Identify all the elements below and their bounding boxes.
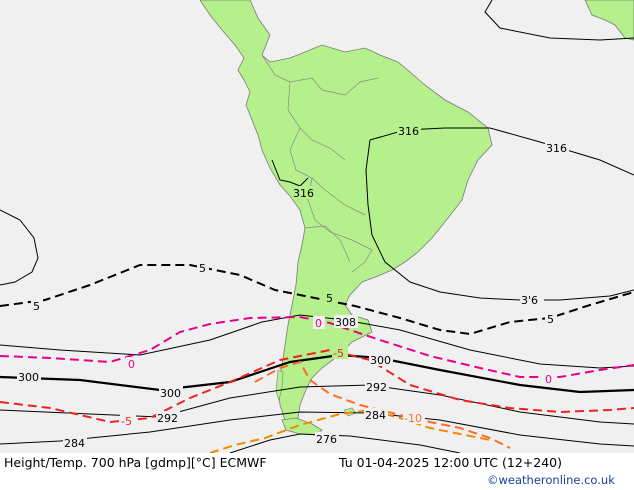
- label-bg: [159, 386, 183, 399]
- height-label: 316: [546, 142, 567, 155]
- temp-label: 0: [315, 317, 322, 330]
- temp-label: 0: [128, 358, 135, 371]
- map-footer: Height/Temp. 700 hPa [gdmp][°C] ECMWF Tu…: [0, 453, 634, 490]
- label-bg: [63, 436, 87, 449]
- temp-label: -10: [404, 412, 422, 425]
- label-bg: [545, 141, 569, 154]
- label-bg: [156, 411, 180, 424]
- land-areas: [199, 0, 634, 436]
- height-label: 316: [398, 125, 419, 138]
- border-line: [304, 225, 351, 263]
- valid-time: Tu 01-04-2025 12:00 UTC (12+240): [339, 455, 562, 470]
- label-bg: [315, 432, 339, 445]
- height-label: 3'6: [521, 294, 538, 307]
- temp-label: 0: [545, 373, 552, 386]
- label-bg: [397, 124, 421, 137]
- border-line: [351, 249, 373, 273]
- label-bg: [126, 357, 138, 370]
- height-label: 276: [316, 433, 337, 446]
- height-label: 284: [365, 409, 386, 422]
- label-bg: [364, 408, 388, 421]
- label-bg: [334, 315, 358, 328]
- chile-archipelago: [275, 369, 284, 402]
- label-bg: [403, 411, 425, 424]
- border-line: [261, 54, 379, 96]
- south-america-landmass: [199, 0, 493, 429]
- weather-map: 316 316 316 3'6 308 300 300 300 292 292 …: [0, 0, 634, 454]
- label-bg: [292, 186, 316, 199]
- label-bg: [365, 380, 389, 393]
- label-bg: [332, 346, 348, 359]
- temp-label: -5: [121, 415, 132, 428]
- label-bg: [545, 312, 557, 325]
- label-bg: [543, 372, 555, 385]
- label-bg: [324, 291, 336, 304]
- label-bg: [369, 353, 393, 366]
- height-label: 300: [370, 354, 391, 367]
- africa-coast: [584, 0, 634, 41]
- temp-label: 5: [199, 262, 206, 275]
- height-label: 292: [157, 412, 178, 425]
- credit-link[interactable]: ©weatheronline.co.uk: [487, 473, 615, 487]
- height-label: 292: [366, 381, 387, 394]
- temp-label: 5: [33, 300, 40, 313]
- isotherm-minus15: [209, 408, 491, 454]
- label-bg: [520, 293, 544, 306]
- height-label: 300: [160, 387, 181, 400]
- contour-316-west: [365, 139, 634, 301]
- height-label: 316: [293, 187, 314, 200]
- height-label: 284: [64, 437, 85, 450]
- contour-284: [0, 411, 634, 447]
- label-bg: [313, 316, 325, 329]
- label-bg: [197, 261, 209, 274]
- temp-label: -5: [333, 347, 344, 360]
- border-line: [287, 81, 346, 161]
- label-bg: [120, 414, 136, 427]
- isotherm-0: [0, 315, 634, 378]
- contour-316-arc-ne: [484, 0, 634, 41]
- map-canvas: 316 316 316 3'6 308 300 300 300 292 292 …: [0, 0, 634, 454]
- contour-316-arc-nw: [0, 209, 39, 286]
- label-bg: [31, 299, 43, 312]
- isotherm-minus10: [254, 360, 511, 449]
- temp-label: 5: [547, 313, 554, 326]
- label-bg: [17, 370, 41, 383]
- height-label: 300: [18, 371, 39, 384]
- map-title: Height/Temp. 700 hPa [gdmp][°C] ECMWF: [4, 455, 267, 470]
- temp-label: 5: [326, 292, 333, 305]
- height-label-group: 316 316 316 3'6 308 300 300 300 292 292 …: [17, 124, 569, 450]
- temp-label-group: 5 5 5 5 0 0 0 -5 -5 -10: [31, 261, 557, 428]
- contour-316-andes: [271, 159, 309, 187]
- height-label: 308: [335, 316, 356, 329]
